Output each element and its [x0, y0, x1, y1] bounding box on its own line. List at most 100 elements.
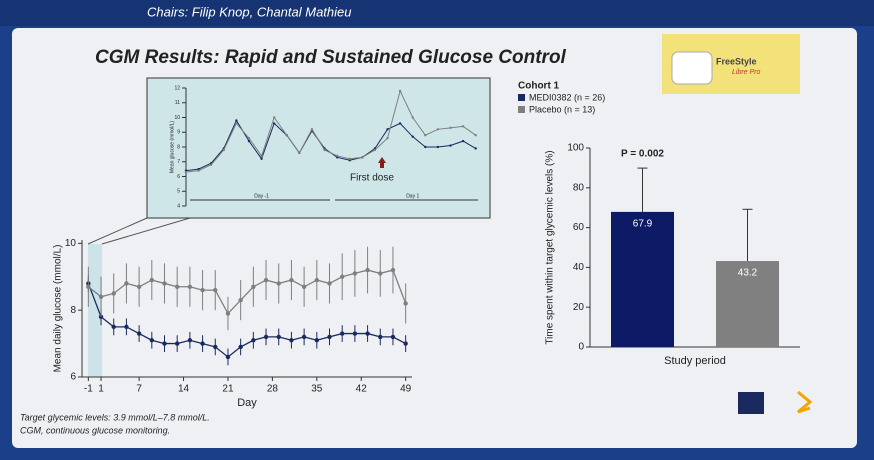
bar [716, 261, 779, 347]
marker [174, 284, 180, 289]
device-icon [671, 51, 713, 85]
marker [260, 157, 263, 160]
marker [225, 354, 231, 360]
y-axis-label: Mean glucose (mmol/L) [169, 121, 175, 174]
marker [378, 271, 383, 276]
y-axis-label: Time spent within target glycemic levels… [545, 150, 556, 344]
marker [390, 334, 396, 340]
chairs: Chairs: Filip Knop, Chantal Mathieu [147, 4, 352, 19]
legend-title: Cohort 1 [518, 81, 560, 92]
y-tick-label: 9 [177, 130, 180, 136]
marker [373, 148, 377, 152]
marker [149, 277, 155, 283]
zoom-line [101, 217, 191, 245]
y-tick-label: 7 [177, 159, 180, 165]
y-tick-label: 12 [174, 85, 180, 91]
marker [238, 297, 243, 303]
marker [461, 125, 465, 128]
x-tick-label: 42 [356, 384, 368, 395]
marker [474, 147, 477, 150]
marker [436, 145, 440, 149]
footnote: CGM, continuous glucose monitoring. [20, 425, 170, 435]
x-tick-label: 14 [178, 384, 190, 395]
marker [149, 338, 155, 343]
zoom-line [87, 217, 148, 245]
x-tick-label: -1 [84, 384, 93, 395]
y-tick-label: 5 [177, 189, 180, 195]
x-tick-label: Day -1 [254, 193, 269, 199]
marker [323, 148, 326, 152]
marker [365, 267, 370, 273]
dose-arrow [378, 157, 386, 168]
marker [200, 287, 205, 293]
marker [298, 151, 301, 155]
marker [86, 284, 91, 289]
slide-title: CGM Results: Rapid and Sustained Glucose… [95, 47, 567, 68]
marker [251, 338, 256, 343]
value-label: 43.2 [738, 268, 758, 279]
y-tick-label: 80 [573, 182, 585, 193]
y-tick-label: 40 [573, 262, 585, 273]
marker [461, 139, 465, 143]
marker [263, 277, 269, 283]
marker [449, 144, 452, 147]
annotation: P = 0.002 [621, 149, 664, 160]
marker [247, 139, 251, 143]
marker [289, 277, 294, 283]
marker [301, 334, 307, 340]
marker [251, 284, 256, 289]
marker [184, 170, 188, 174]
marker [289, 338, 294, 343]
marker [285, 134, 288, 137]
marker [403, 341, 408, 346]
legend-swatch [518, 94, 525, 101]
x-tick-label: 28 [267, 384, 279, 395]
marker [260, 154, 263, 158]
marker [361, 156, 364, 159]
marker [339, 331, 345, 336]
marker [174, 341, 180, 346]
y-tick-label: 4 [177, 203, 180, 209]
x-tick-label: 21 [222, 384, 234, 395]
marker [111, 324, 116, 330]
y-tick-label: 11 [175, 100, 180, 106]
marker [314, 277, 320, 283]
marker [327, 281, 332, 286]
marker [162, 281, 167, 286]
marker [187, 284, 193, 289]
marker [235, 119, 238, 122]
company-logo [738, 392, 764, 414]
marker [386, 136, 389, 140]
x-tick-label: 35 [311, 384, 323, 395]
marker [390, 267, 396, 273]
logo-text: FreeStyle [716, 56, 757, 66]
marker [272, 116, 276, 119]
marker [209, 163, 213, 166]
logo-text: Libre Pro [732, 69, 761, 76]
marker [136, 331, 142, 336]
marker [222, 148, 225, 152]
marker [327, 334, 332, 340]
marker [247, 136, 251, 140]
series-line [185, 89, 476, 173]
y-tick-label: 6 [70, 372, 76, 383]
marker [276, 281, 281, 286]
top-bar [0, 0, 874, 26]
marker [111, 291, 116, 296]
x-axis-label: Study period [664, 355, 726, 367]
annotation: First dose [350, 173, 394, 184]
marker [335, 154, 339, 158]
y-tick-label: 6 [177, 174, 180, 180]
marker [200, 341, 205, 346]
marker [136, 284, 142, 289]
marker [339, 274, 345, 279]
y-tick-label: 10 [65, 238, 77, 249]
marker [424, 134, 427, 137]
y-tick-label: 8 [70, 305, 76, 316]
x-tick-label: 7 [136, 384, 142, 395]
x-axis-label: Day [237, 397, 257, 409]
legend-swatch [518, 106, 525, 113]
marker [98, 294, 104, 300]
marker [235, 122, 238, 125]
